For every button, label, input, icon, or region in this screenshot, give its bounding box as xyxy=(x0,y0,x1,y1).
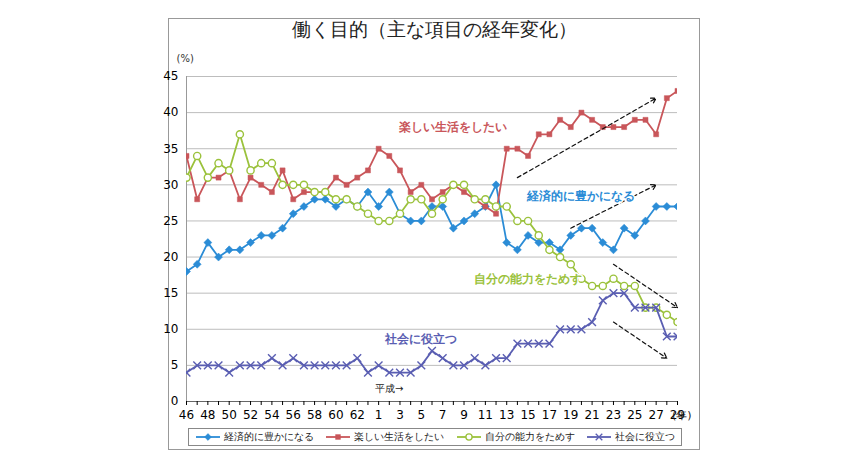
svg-text:62: 62 xyxy=(350,408,365,422)
svg-text:5: 5 xyxy=(418,408,426,422)
svg-text:27: 27 xyxy=(649,408,664,422)
html-text:社会に役立つ: 社会に役立つ xyxy=(615,431,676,442)
svg-text:自分の能力をためす: 自分の能力をためす xyxy=(474,272,582,286)
svg-text:30: 30 xyxy=(163,178,178,192)
svg-text:(年): (年) xyxy=(672,409,692,422)
svg-text:56: 56 xyxy=(286,408,301,422)
svg-text:楽しい生活をしたい: 楽しい生活をしたい xyxy=(398,120,507,134)
svg-text:45: 45 xyxy=(163,69,178,83)
html-text:楽しい生活をしたい: 楽しい生活をしたい xyxy=(354,431,445,442)
svg-text:17: 17 xyxy=(542,408,557,422)
svg-text:35: 35 xyxy=(163,142,178,156)
svg-text:40: 40 xyxy=(163,105,178,119)
svg-text:19: 19 xyxy=(563,408,578,422)
svg-text:60: 60 xyxy=(328,408,343,422)
html-text:自分の能力をためす: 自分の能力をためす xyxy=(484,431,575,442)
svg-text:7: 7 xyxy=(439,408,447,422)
svg-text:10: 10 xyxy=(163,322,178,336)
svg-text:23: 23 xyxy=(606,408,621,422)
svg-text:54: 54 xyxy=(264,408,279,422)
svg-text:社会に役立つ: 社会に役立つ xyxy=(384,332,457,346)
html-text:経済的に豊かになる: 経済的に豊かになる xyxy=(223,431,314,442)
svg-text:(%): (%) xyxy=(177,53,194,64)
svg-text:52: 52 xyxy=(243,408,258,422)
svg-text:21: 21 xyxy=(584,408,599,422)
svg-text:5: 5 xyxy=(171,358,179,372)
svg-text:平成→: 平成→ xyxy=(375,383,403,394)
svg-text:25: 25 xyxy=(163,214,178,228)
svg-text:48: 48 xyxy=(200,408,215,422)
svg-text:9: 9 xyxy=(460,408,468,422)
svg-text:25: 25 xyxy=(627,408,642,422)
svg-text:13: 13 xyxy=(499,408,514,422)
svg-text:46: 46 xyxy=(179,408,194,422)
svg-text:11: 11 xyxy=(478,408,493,422)
svg-text:15: 15 xyxy=(163,286,178,300)
svg-text:0: 0 xyxy=(171,394,179,408)
svg-text:経済的に豊かになる: 経済的に豊かになる xyxy=(526,189,635,203)
html-text:働く目的（主な項目の経年変化）: 働く目的（主な項目の経年変化） xyxy=(291,18,577,40)
svg-text:1: 1 xyxy=(375,408,383,422)
svg-text:20: 20 xyxy=(163,250,178,264)
svg-text:3: 3 xyxy=(396,408,404,422)
svg-text:50: 50 xyxy=(222,408,237,422)
svg-text:15: 15 xyxy=(520,408,535,422)
svg-text:58: 58 xyxy=(307,408,322,422)
